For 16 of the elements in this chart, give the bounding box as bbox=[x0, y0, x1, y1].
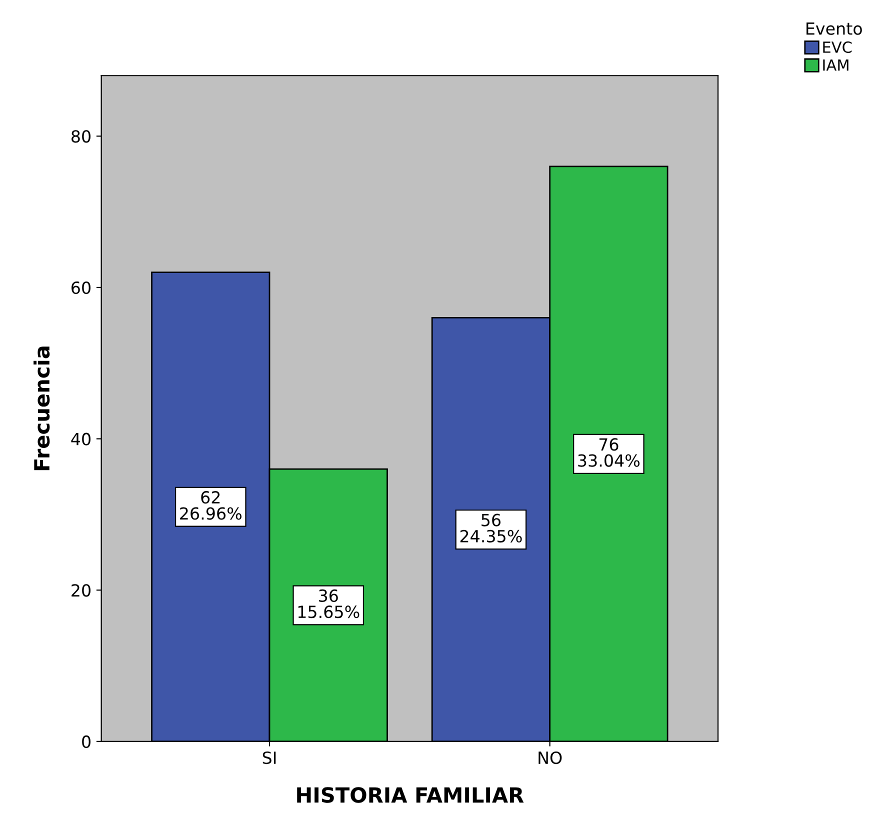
y-tick-label: 60 bbox=[72, 281, 90, 294]
y-tick-label: 0 bbox=[82, 735, 90, 748]
y-axis-title: Frecuencia bbox=[34, 346, 50, 470]
x-axis-title: HISTORIA FAMILIAR bbox=[297, 787, 524, 803]
legend-title: Evento bbox=[806, 22, 862, 35]
y-tick-label: 80 bbox=[72, 130, 90, 143]
x-tick-label: NO bbox=[538, 751, 562, 764]
y-tick-label: 20 bbox=[72, 584, 90, 597]
legend-label: EVC bbox=[823, 41, 852, 53]
data-label: 76 33.04% bbox=[578, 438, 640, 467]
data-label: 56 24.35% bbox=[460, 514, 522, 542]
legend-label: IAM bbox=[823, 59, 848, 71]
x-tick-label: SI bbox=[262, 751, 276, 764]
y-tick-label: 40 bbox=[71, 432, 90, 446]
data-label: 36 15.65% bbox=[298, 589, 360, 618]
data-label: 62 26.96% bbox=[180, 491, 242, 520]
